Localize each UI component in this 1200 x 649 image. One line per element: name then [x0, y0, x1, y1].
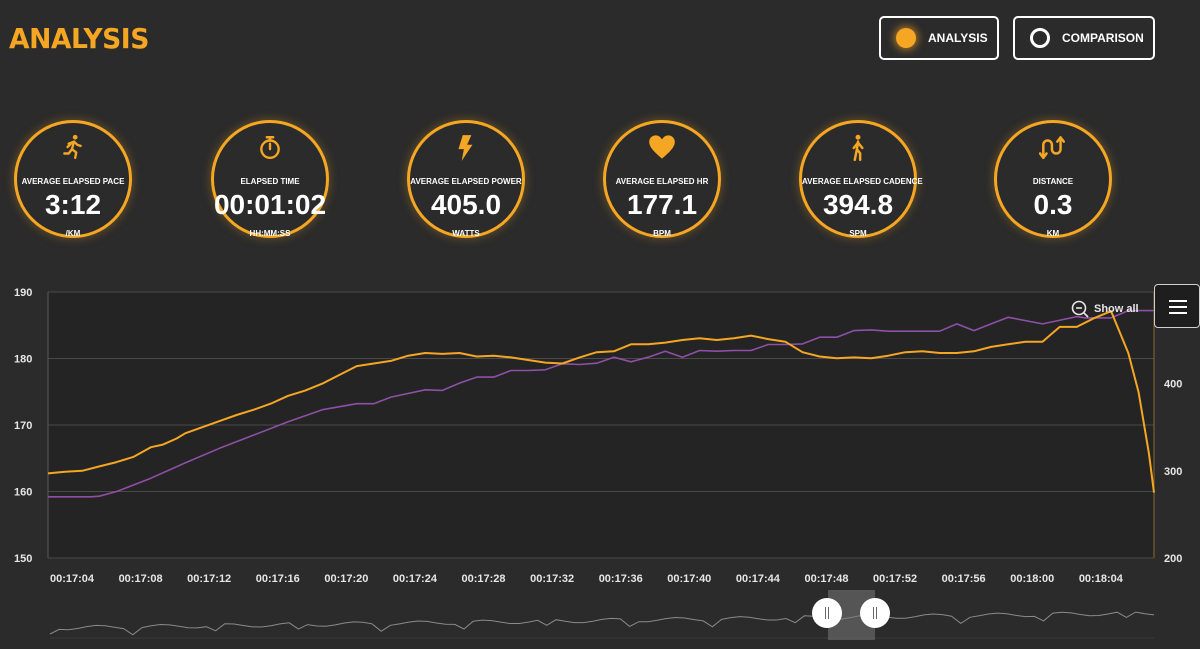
hamburger-icon[interactable]	[1154, 284, 1200, 328]
stat-unit: KM	[1046, 229, 1060, 238]
stat-label: DISTANCE	[1032, 177, 1074, 186]
x-tick-label: 00:17:32	[530, 573, 574, 585]
stat-value: 394.8	[822, 189, 894, 220]
x-tick-label: 00:17:28	[462, 573, 506, 585]
y-right-tick-label: 200	[1164, 553, 1182, 565]
stat-unit: BPM	[653, 229, 671, 238]
stat-value: 3:12	[44, 189, 102, 220]
stat-distance: DISTANCE 0.3 KM	[994, 120, 1112, 238]
navigator[interactable]	[49, 611, 1155, 639]
x-tick-label: 00:17:24	[393, 573, 438, 585]
y-left-tick-label: 190	[14, 287, 32, 299]
route-icon	[997, 134, 1109, 160]
menu-line	[1169, 306, 1187, 308]
analysis-mode-button[interactable]: ANALYSIS	[879, 16, 999, 60]
y-axis-right: 200 300 400	[1153, 292, 1182, 565]
y-right-tick-label: 300	[1164, 466, 1182, 478]
stat-heart-rate: AVERAGE ELAPSED HR 177.1 BPM	[603, 120, 721, 238]
runner-icon	[17, 134, 129, 160]
x-tick-label: 00:17:52	[873, 573, 917, 585]
navigator-right-handle[interactable]	[860, 598, 890, 628]
lightning-icon	[410, 134, 522, 161]
stat-power: AVERAGE ELAPSED POWER 405.0 WATTS	[407, 120, 525, 238]
x-tick-label: 00:17:36	[599, 573, 643, 585]
x-axis: 00:17:04 00:17:08 00:17:12 00:17:16 00:17:20…	[50, 573, 1124, 585]
stopwatch-icon	[214, 134, 326, 160]
stat-value: 177.1	[626, 189, 698, 220]
y-left-tick-label: 150	[14, 553, 32, 565]
stat-value: 0.3	[1033, 189, 1073, 220]
x-tick-label: 00:17:48	[804, 573, 848, 585]
show-all-label: Show all	[1094, 303, 1139, 315]
y-left-tick-label: 160	[14, 487, 32, 499]
zoom-out-icon	[1071, 300, 1089, 318]
x-tick-label: 00:17:04	[50, 573, 95, 585]
comparison-mode-label: COMPARISON	[1062, 31, 1144, 45]
y-axis-left: 150 160 170 180 190	[14, 287, 49, 565]
stat-value: 00:01:02	[213, 189, 327, 220]
x-tick-label: 00:17:16	[256, 573, 300, 585]
stat-unit: SPM	[849, 229, 867, 238]
comparison-mode-button[interactable]: COMPARISON	[1013, 16, 1155, 60]
stat-unit: HH:MM:SS	[249, 229, 291, 238]
x-tick-label: 00:18:00	[1010, 573, 1054, 585]
x-tick-label: 00:17:40	[667, 573, 711, 585]
x-tick-label: 00:18:04	[1079, 573, 1124, 585]
menu-line	[1169, 300, 1187, 302]
x-tick-label: 00:17:08	[119, 573, 163, 585]
radio-selected-icon	[896, 28, 916, 48]
stat-label: AVERAGE ELAPSED POWER	[410, 177, 522, 186]
navigator-left-handle[interactable]	[812, 598, 842, 628]
y-right-tick-label: 400	[1164, 379, 1182, 391]
navigator-series-line	[49, 611, 1155, 636]
page-title: ANALYSIS	[9, 22, 149, 55]
series-group	[47, 309, 1155, 498]
stat-cadence: AVERAGE ELAPSED CADENCE 394.8 SPM	[799, 120, 923, 238]
stat-unit: WATTS	[452, 229, 480, 238]
radio-unselected-icon	[1030, 28, 1050, 48]
stat-label: AVERAGE ELAPSED HR	[615, 177, 709, 186]
power-series-line	[47, 310, 1155, 493]
heart-icon	[606, 134, 718, 160]
stat-value: 405.0	[430, 189, 502, 220]
y-left-tick-label: 180	[14, 354, 32, 366]
show-all-button[interactable]: Show all	[1071, 300, 1139, 318]
menu-line	[1169, 312, 1187, 314]
stat-label: AVERAGE ELAPSED CADENCE	[802, 177, 923, 186]
x-tick-label: 00:17:20	[324, 573, 368, 585]
stat-unit: /KM	[65, 229, 81, 238]
stat-label: AVERAGE ELAPSED PACE	[21, 177, 125, 186]
y-left-tick-label: 170	[14, 420, 32, 432]
hr-series-line	[48, 309, 1154, 498]
analysis-mode-label: ANALYSIS	[928, 31, 988, 45]
x-tick-label: 00:17:44	[736, 573, 781, 585]
stat-elapsed-time: ELAPSED TIME 00:01:02 HH:MM:SS	[211, 120, 329, 238]
grid-lines	[48, 291, 1154, 559]
stat-pace: AVERAGE ELAPSED PACE 3:12 /KM	[14, 120, 132, 238]
walker-icon	[802, 134, 914, 162]
stat-label: ELAPSED TIME	[240, 177, 300, 186]
x-tick-label: 00:17:12	[187, 573, 231, 585]
x-tick-label: 00:17:56	[942, 573, 986, 585]
